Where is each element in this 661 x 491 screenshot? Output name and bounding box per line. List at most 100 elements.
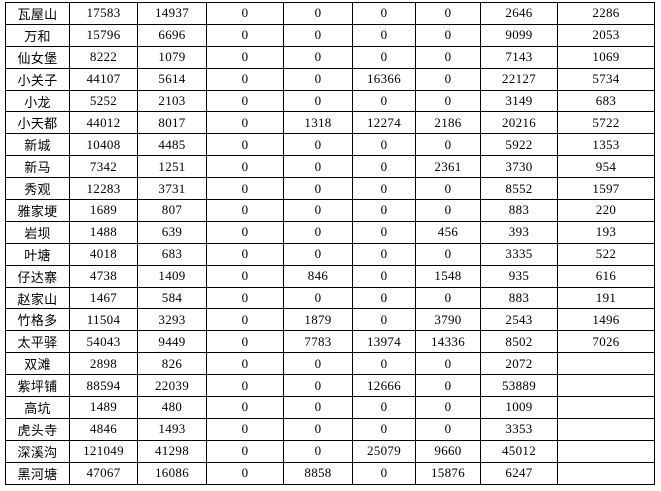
value-cell: 15796 bbox=[69, 23, 138, 47]
row-label: 太平驿 bbox=[5, 330, 70, 354]
table-row: 秀观 12283 3731 0 0 0 0 8552 1597 bbox=[5, 177, 655, 201]
value-cell: 0 bbox=[283, 374, 353, 398]
value-cell: 9660 bbox=[415, 439, 481, 463]
value-cell: 0 bbox=[352, 199, 416, 222]
table-row: 双滩 2898 826 0 0 0 0 2072 bbox=[5, 352, 655, 376]
value-cell: 0 bbox=[352, 417, 416, 441]
value-cell: 0 bbox=[206, 2, 284, 25]
table-row: 黑河塘 47067 16086 0 8858 0 15876 6247 bbox=[5, 461, 655, 485]
row-label: 仙女堡 bbox=[5, 45, 70, 69]
value-cell: 0 bbox=[206, 177, 284, 201]
value-cell: 0 bbox=[283, 286, 353, 310]
value-cell: 0 bbox=[352, 220, 416, 244]
value-cell: 6247 bbox=[480, 461, 558, 485]
table-row: 小关子 44107 5614 0 0 16366 0 22127 5734 bbox=[5, 67, 655, 91]
value-cell: 5734 bbox=[557, 67, 655, 91]
value-cell: 0 bbox=[206, 89, 284, 113]
value-cell: 7783 bbox=[283, 330, 353, 354]
value-cell: 0 bbox=[283, 133, 353, 157]
value-cell: 1548 bbox=[415, 264, 481, 288]
value-cell: 15876 bbox=[415, 461, 481, 485]
value-cell: 1879 bbox=[283, 308, 353, 332]
value-cell: 456 bbox=[415, 220, 481, 244]
row-label: 仔达寨 bbox=[5, 264, 70, 288]
value-cell: 0 bbox=[283, 396, 353, 419]
data-table: 瓦屋山 17583 14937 0 0 0 0 2646 2286 万和 15796 6696 0 0 0 0… bbox=[5, 2, 655, 485]
value-cell: 121049 bbox=[69, 439, 138, 463]
value-cell: 0 bbox=[352, 45, 416, 69]
value-cell: 0 bbox=[352, 352, 416, 376]
value-cell: 1009 bbox=[480, 396, 558, 419]
value-cell: 44107 bbox=[69, 67, 138, 91]
value-cell: 1251 bbox=[137, 155, 207, 179]
table-row: 虎头寺 4846 1493 0 0 0 0 3353 bbox=[5, 417, 655, 441]
value-cell: 5922 bbox=[480, 133, 558, 157]
value-cell: 0 bbox=[206, 417, 284, 441]
table-row: 高坑 1489 480 0 0 0 0 1009 bbox=[5, 396, 655, 419]
value-cell: 12666 bbox=[352, 374, 416, 398]
value-cell bbox=[557, 396, 655, 419]
row-label: 万和 bbox=[5, 23, 70, 47]
value-cell: 2286 bbox=[557, 2, 655, 25]
value-cell: 935 bbox=[480, 264, 558, 288]
value-cell: 14937 bbox=[137, 2, 207, 25]
row-label: 黑河塘 bbox=[5, 461, 70, 485]
value-cell: 0 bbox=[352, 286, 416, 310]
value-cell: 639 bbox=[137, 220, 207, 244]
value-cell: 0 bbox=[352, 2, 416, 25]
value-cell: 0 bbox=[415, 23, 481, 47]
value-cell: 193 bbox=[557, 220, 655, 244]
value-cell: 0 bbox=[283, 89, 353, 113]
value-cell: 8017 bbox=[137, 111, 207, 135]
value-cell: 11504 bbox=[69, 308, 138, 332]
table-row: 仔达寨 4738 1409 0 846 0 1548 935 616 bbox=[5, 264, 655, 288]
value-cell: 20216 bbox=[480, 111, 558, 135]
value-cell: 1489 bbox=[69, 396, 138, 419]
row-label: 岩坝 bbox=[5, 220, 70, 244]
value-cell: 47067 bbox=[69, 461, 138, 485]
value-cell: 54043 bbox=[69, 330, 138, 354]
value-cell: 0 bbox=[206, 374, 284, 398]
value-cell: 1467 bbox=[69, 286, 138, 310]
row-label: 叶塘 bbox=[5, 242, 70, 266]
value-cell: 7026 bbox=[557, 330, 655, 354]
value-cell: 0 bbox=[206, 155, 284, 179]
value-cell: 0 bbox=[352, 133, 416, 157]
value-cell: 0 bbox=[283, 220, 353, 244]
value-cell: 2898 bbox=[69, 352, 138, 376]
value-cell: 0 bbox=[415, 396, 481, 419]
value-cell: 0 bbox=[352, 396, 416, 419]
value-cell: 0 bbox=[206, 286, 284, 310]
value-cell: 883 bbox=[480, 199, 558, 222]
row-label: 瓦屋山 bbox=[5, 2, 70, 25]
value-cell: 2361 bbox=[415, 155, 481, 179]
value-cell: 3149 bbox=[480, 89, 558, 113]
value-cell: 1409 bbox=[137, 264, 207, 288]
value-cell: 0 bbox=[415, 89, 481, 113]
value-cell: 883 bbox=[480, 286, 558, 310]
value-cell: 0 bbox=[283, 2, 353, 25]
value-cell: 846 bbox=[283, 264, 353, 288]
value-cell bbox=[557, 417, 655, 441]
row-label: 小关子 bbox=[5, 67, 70, 91]
row-label: 新马 bbox=[5, 155, 70, 179]
value-cell: 0 bbox=[283, 155, 353, 179]
value-cell: 8222 bbox=[69, 45, 138, 69]
value-cell: 14336 bbox=[415, 330, 481, 354]
value-cell: 88594 bbox=[69, 374, 138, 398]
value-cell: 0 bbox=[206, 133, 284, 157]
table-row: 新城 10408 4485 0 0 0 0 5922 1353 bbox=[5, 133, 655, 157]
value-cell: 0 bbox=[415, 286, 481, 310]
value-cell: 683 bbox=[557, 89, 655, 113]
value-cell: 6696 bbox=[137, 23, 207, 47]
row-label: 赵家山 bbox=[5, 286, 70, 310]
value-cell: 1353 bbox=[557, 133, 655, 157]
table-row: 竹格多 11504 3293 0 1879 0 3790 2543 1496 bbox=[5, 308, 655, 332]
value-cell: 1318 bbox=[283, 111, 353, 135]
value-cell: 683 bbox=[137, 242, 207, 266]
row-label: 秀观 bbox=[5, 177, 70, 201]
value-cell: 0 bbox=[206, 396, 284, 419]
value-cell bbox=[557, 439, 655, 463]
value-cell: 2646 bbox=[480, 2, 558, 25]
value-cell: 3730 bbox=[480, 155, 558, 179]
